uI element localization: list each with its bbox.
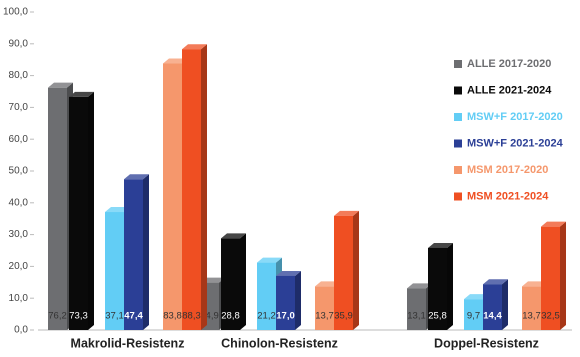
bar-front bbox=[407, 288, 426, 330]
legend-label: MSW+F 2021-2024 bbox=[467, 137, 564, 149]
bar-front bbox=[428, 247, 447, 330]
bar-front bbox=[522, 286, 541, 330]
bar-side bbox=[143, 174, 149, 330]
x-tick-label: Chinolon-Resistenz bbox=[221, 336, 338, 350]
value-label: 13,7 bbox=[315, 311, 334, 322]
bar-top bbox=[48, 82, 73, 88]
bar-front bbox=[105, 212, 124, 330]
value-label: 32,5 bbox=[541, 311, 560, 322]
bar-top bbox=[428, 242, 453, 248]
bar bbox=[124, 174, 149, 330]
value-label: 76,2 bbox=[48, 311, 67, 322]
bar-top bbox=[163, 58, 188, 64]
x-tick-label: Makrolid-Resistenz bbox=[71, 336, 185, 350]
value-label: 88,3 bbox=[182, 311, 201, 322]
value-label: 21,2 bbox=[257, 311, 276, 322]
value-label: 13,1 bbox=[407, 311, 426, 322]
bar-front bbox=[334, 215, 353, 330]
bar-top bbox=[124, 174, 149, 180]
value-label: 13,7 bbox=[522, 311, 541, 322]
bar bbox=[483, 279, 508, 330]
legend-label: ALLE 2017-2020 bbox=[467, 58, 551, 70]
bar bbox=[276, 270, 301, 330]
value-label: 14,9 bbox=[200, 311, 219, 322]
legend-label: ALLE 2021-2024 bbox=[467, 84, 552, 96]
y-tick-label: 40,0 bbox=[9, 197, 29, 208]
bar-top bbox=[221, 233, 246, 239]
value-label: 25,8 bbox=[428, 311, 447, 322]
value-label: 47,4 bbox=[124, 311, 143, 322]
bar-front bbox=[163, 63, 182, 331]
bar-top bbox=[334, 210, 359, 216]
legend-swatch bbox=[454, 139, 462, 148]
value-label: 9,7 bbox=[467, 311, 480, 322]
bar-top bbox=[541, 221, 566, 227]
bar-top bbox=[69, 91, 94, 97]
bar bbox=[221, 233, 246, 330]
bar-side bbox=[353, 210, 359, 330]
legend-label: MSM 2021-2024 bbox=[467, 190, 549, 202]
value-label: 37,1 bbox=[105, 311, 124, 322]
bar-front bbox=[182, 49, 201, 331]
y-tick-label: 0,0 bbox=[14, 325, 28, 336]
y-tick-label: 50,0 bbox=[9, 166, 29, 177]
legend-label: MSM 2017-2020 bbox=[467, 164, 548, 176]
bar-top bbox=[276, 270, 301, 276]
value-label: 73,3 bbox=[69, 311, 88, 322]
bar-front bbox=[221, 238, 240, 330]
bar-side bbox=[88, 91, 94, 330]
legend-swatch bbox=[454, 166, 462, 174]
value-label: 17,0 bbox=[276, 311, 295, 322]
bar-top bbox=[522, 281, 547, 287]
bar-top bbox=[483, 279, 508, 285]
y-tick-label: 90,0 bbox=[9, 38, 29, 49]
bar-side bbox=[447, 242, 453, 330]
bar-front bbox=[541, 226, 560, 330]
legend-swatch bbox=[454, 113, 462, 121]
bar bbox=[541, 221, 566, 330]
bar-front bbox=[464, 299, 483, 330]
legend-label: MSW+F 2017-2020 bbox=[467, 111, 563, 123]
value-label: 35,9 bbox=[334, 311, 353, 322]
y-tick-label: 60,0 bbox=[9, 134, 29, 145]
bar bbox=[69, 91, 94, 330]
bar-front bbox=[276, 275, 295, 330]
value-label: 83,8 bbox=[163, 311, 182, 322]
bar-top bbox=[182, 44, 207, 50]
legend-swatch bbox=[454, 86, 462, 95]
bar-side bbox=[201, 44, 207, 331]
bar-side bbox=[240, 233, 246, 330]
bar-top bbox=[105, 207, 130, 213]
bar-side bbox=[502, 279, 508, 330]
bar-front bbox=[124, 179, 143, 330]
bar bbox=[334, 210, 359, 330]
bar-front bbox=[315, 286, 334, 330]
bar-top bbox=[407, 283, 432, 289]
x-tick-label: Doppel-Resistenz bbox=[434, 336, 539, 350]
bar-front bbox=[69, 96, 88, 330]
bar-front bbox=[257, 262, 276, 330]
y-tick-label: 30,0 bbox=[9, 229, 29, 240]
y-tick-label: 20,0 bbox=[9, 261, 29, 272]
y-tick-label: 10,0 bbox=[9, 293, 29, 304]
legend-swatch bbox=[454, 60, 462, 68]
y-tick-label: 70,0 bbox=[9, 102, 29, 113]
y-tick-label: 80,0 bbox=[9, 70, 29, 81]
bar-top bbox=[257, 257, 282, 263]
bar-top bbox=[464, 294, 489, 300]
value-label: 28,8 bbox=[221, 311, 240, 322]
bar-side bbox=[295, 270, 301, 330]
bar-top bbox=[315, 281, 340, 287]
bar bbox=[428, 242, 453, 330]
y-tick-label: 100,0 bbox=[3, 7, 28, 18]
bar-front bbox=[483, 284, 502, 330]
value-label: 14,4 bbox=[483, 311, 502, 322]
legend-swatch bbox=[454, 192, 462, 201]
bar-front bbox=[48, 87, 67, 331]
bar-side bbox=[560, 221, 566, 330]
bar bbox=[182, 44, 207, 331]
